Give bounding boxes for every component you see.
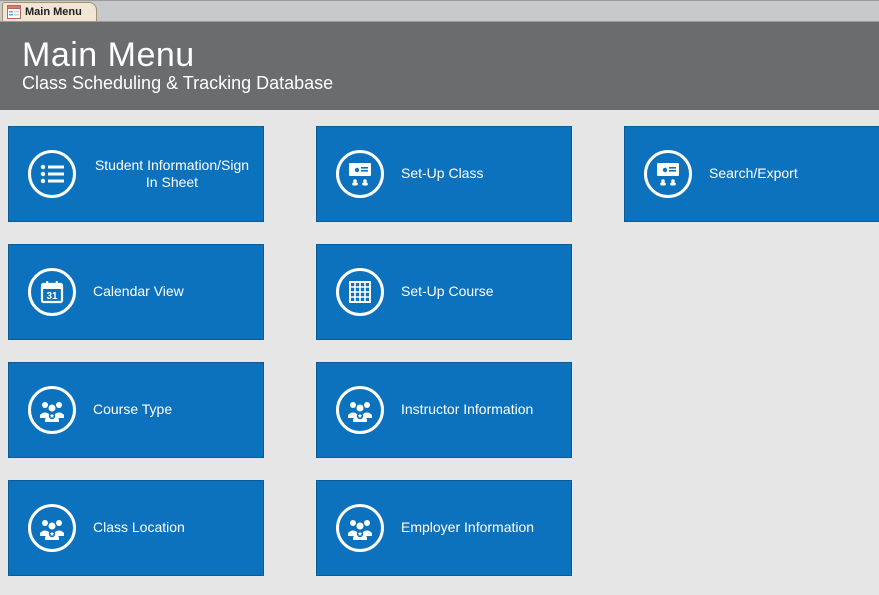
svg-text:31: 31 [46, 291, 58, 302]
page-title: Main Menu [22, 36, 857, 75]
tile-course-type[interactable]: Course Type [8, 362, 264, 458]
tile-class-location[interactable]: Class Location [8, 480, 264, 576]
presentation-icon [644, 150, 692, 198]
tile-label: Instructor Information [391, 401, 559, 419]
tile-label: Calendar View [83, 283, 251, 301]
tile-label: Course Type [83, 401, 251, 419]
tile-setup-class[interactable]: Set-Up Class [316, 126, 572, 222]
calendar-icon: 31 [28, 268, 76, 316]
tile-label: Class Location [83, 519, 251, 537]
tile-grid: Student Information/Sign In Sheet Set-Up… [0, 110, 879, 584]
people-icon [336, 504, 384, 552]
tab-label: Main Menu [25, 6, 82, 18]
people-icon [28, 386, 76, 434]
form-icon [7, 5, 21, 19]
tile-search-export[interactable]: Search/Export [624, 126, 879, 222]
presentation-icon [336, 150, 384, 198]
tile-label: Set-Up Course [391, 283, 559, 301]
page-subtitle: Class Scheduling & Tracking Database [22, 73, 857, 94]
tile-employer-info[interactable]: Employer Information [316, 480, 572, 576]
tile-label: Student Information/Sign In Sheet [83, 157, 251, 192]
people-icon [336, 386, 384, 434]
tile-student-info[interactable]: Student Information/Sign In Sheet [8, 126, 264, 222]
people-icon [28, 504, 76, 552]
grid-icon [336, 268, 384, 316]
tile-label: Search/Export [699, 165, 867, 183]
tile-label: Employer Information [391, 519, 559, 537]
tile-setup-course[interactable]: Set-Up Course [316, 244, 572, 340]
tile-instructor-info[interactable]: Instructor Information [316, 362, 572, 458]
tile-calendar-view[interactable]: 31 Calendar View [8, 244, 264, 340]
tab-strip: Main Menu [0, 0, 879, 22]
tile-label: Set-Up Class [391, 165, 559, 183]
header: Main Menu Class Scheduling & Tracking Da… [0, 22, 879, 110]
list-icon [28, 150, 76, 198]
tab-main-menu[interactable]: Main Menu [2, 2, 97, 21]
